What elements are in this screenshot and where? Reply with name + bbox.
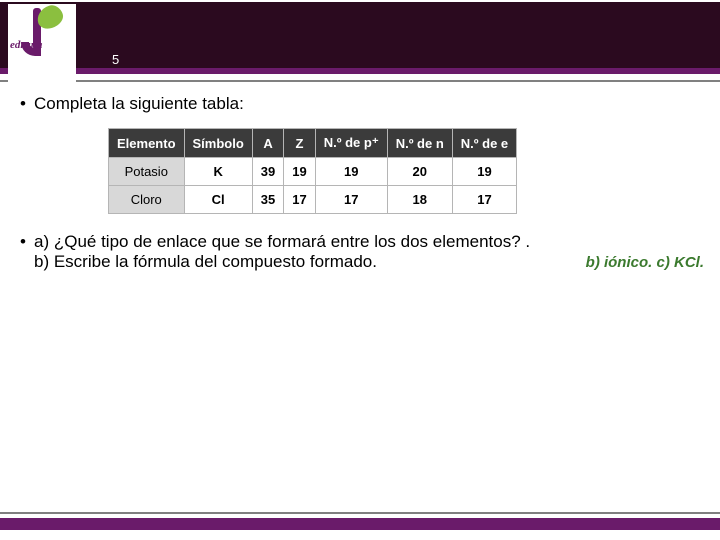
footer-rule bbox=[0, 512, 720, 514]
header-band bbox=[0, 0, 720, 68]
table-row: Cloro Cl 35 17 17 18 17 bbox=[109, 186, 517, 214]
bullet-dot: • bbox=[12, 232, 34, 272]
intro-bullet: • Completa la siguiente tabla: bbox=[12, 94, 708, 114]
logo: edruna bbox=[8, 4, 76, 82]
cell-p: 19 bbox=[315, 158, 387, 186]
table-header-row: Elemento Símbolo A Z N.º de p⁺ N.º de n … bbox=[109, 129, 517, 158]
cell-n: 18 bbox=[387, 186, 452, 214]
col-neutrons: N.º de n bbox=[387, 129, 452, 158]
col-protons: N.º de p⁺ bbox=[315, 129, 387, 158]
cell-p: 17 bbox=[315, 186, 387, 214]
question-a: a) ¿Qué tipo de enlace que se formará en… bbox=[34, 232, 530, 251]
col-electrons: N.º de e bbox=[452, 129, 516, 158]
col-elemento: Elemento bbox=[109, 129, 185, 158]
col-a: A bbox=[252, 129, 283, 158]
table-row: Potasio K 39 19 19 20 19 bbox=[109, 158, 517, 186]
cell-element: Cloro bbox=[109, 186, 185, 214]
intro-text: Completa la siguiente tabla: bbox=[34, 94, 708, 114]
cell-element: Potasio bbox=[109, 158, 185, 186]
question-b: b) Escribe la fórmula del compuesto form… bbox=[34, 252, 377, 271]
inline-answer: b) iónico. c) KCl. bbox=[586, 254, 704, 271]
cell-a: 35 bbox=[252, 186, 283, 214]
cell-a: 39 bbox=[252, 158, 283, 186]
cell-z: 17 bbox=[284, 186, 315, 214]
elements-table: Elemento Símbolo A Z N.º de p⁺ N.º de n … bbox=[108, 128, 517, 214]
data-table-wrap: Elemento Símbolo A Z N.º de p⁺ N.º de n … bbox=[108, 128, 708, 214]
slide-content: • Completa la siguiente tabla: Elemento … bbox=[0, 94, 720, 272]
footer-accent-bar bbox=[0, 518, 720, 530]
logo-text: edruna bbox=[10, 40, 42, 51]
bullet-dot: • bbox=[12, 94, 34, 114]
cell-symbol: Cl bbox=[184, 186, 252, 214]
question-bullet: • a) ¿Qué tipo de enlace que se formará … bbox=[12, 232, 708, 272]
question-text: a) ¿Qué tipo de enlace que se formará en… bbox=[34, 232, 708, 272]
cell-z: 19 bbox=[284, 158, 315, 186]
header-accent-bar bbox=[0, 68, 720, 74]
cell-n: 20 bbox=[387, 158, 452, 186]
cell-e: 19 bbox=[452, 158, 516, 186]
col-z: Z bbox=[284, 129, 315, 158]
page-number: 5 bbox=[112, 52, 119, 67]
header-rule bbox=[0, 80, 720, 82]
col-simbolo: Símbolo bbox=[184, 129, 252, 158]
cell-e: 17 bbox=[452, 186, 516, 214]
cell-symbol: K bbox=[184, 158, 252, 186]
